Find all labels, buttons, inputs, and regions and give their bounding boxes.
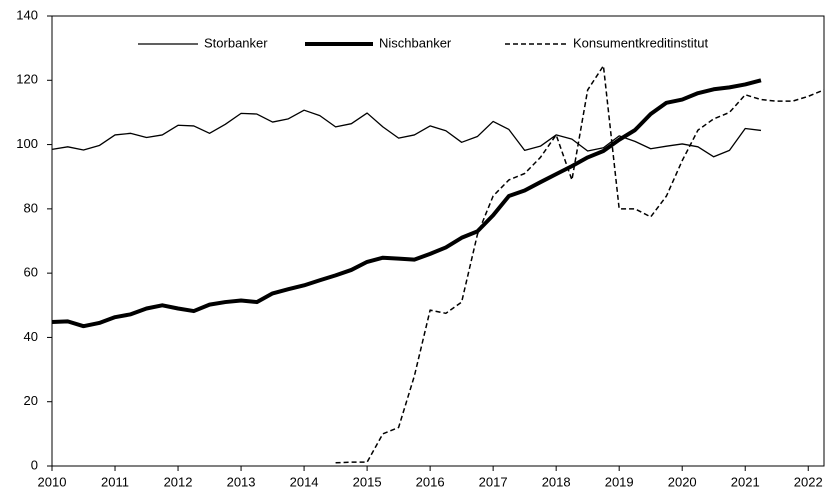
x-tick-label: 2013 (227, 474, 256, 489)
x-tick-label: 2010 (38, 474, 67, 489)
plot-frame (51, 15, 825, 467)
x-tick-label: 2016 (416, 474, 445, 489)
y-tick-label: 60 (24, 265, 38, 280)
series-line (51, 78, 762, 329)
x-tick-label: 2012 (164, 474, 193, 489)
legend-label: Konsumentkreditinstitut (573, 35, 709, 50)
x-tick-label: 2014 (290, 474, 319, 489)
y-tick-label: 120 (16, 72, 38, 87)
y-tick-label: 40 (24, 329, 38, 344)
x-tick-label: 2019 (605, 474, 634, 489)
legend-label: Nischbanker (379, 35, 452, 50)
legend-label: Storbanker (204, 35, 268, 50)
series-line (51, 109, 762, 158)
x-tick-label: 2018 (542, 474, 571, 489)
x-tick-label: 2017 (479, 474, 508, 489)
x-tick-label: 2011 (101, 474, 129, 489)
x-tick-label: 2020 (668, 474, 697, 489)
series-line (335, 65, 825, 464)
x-tick-label: 2021 (731, 474, 760, 489)
y-tick-label: 140 (16, 7, 38, 22)
x-tick-label: 2015 (353, 474, 382, 489)
y-tick-label: 80 (24, 200, 38, 215)
x-tick-label: 2022 (794, 474, 823, 489)
y-tick-label: 100 (16, 136, 38, 151)
y-tick-label: 20 (24, 393, 38, 408)
y-tick-label: 0 (31, 457, 38, 472)
